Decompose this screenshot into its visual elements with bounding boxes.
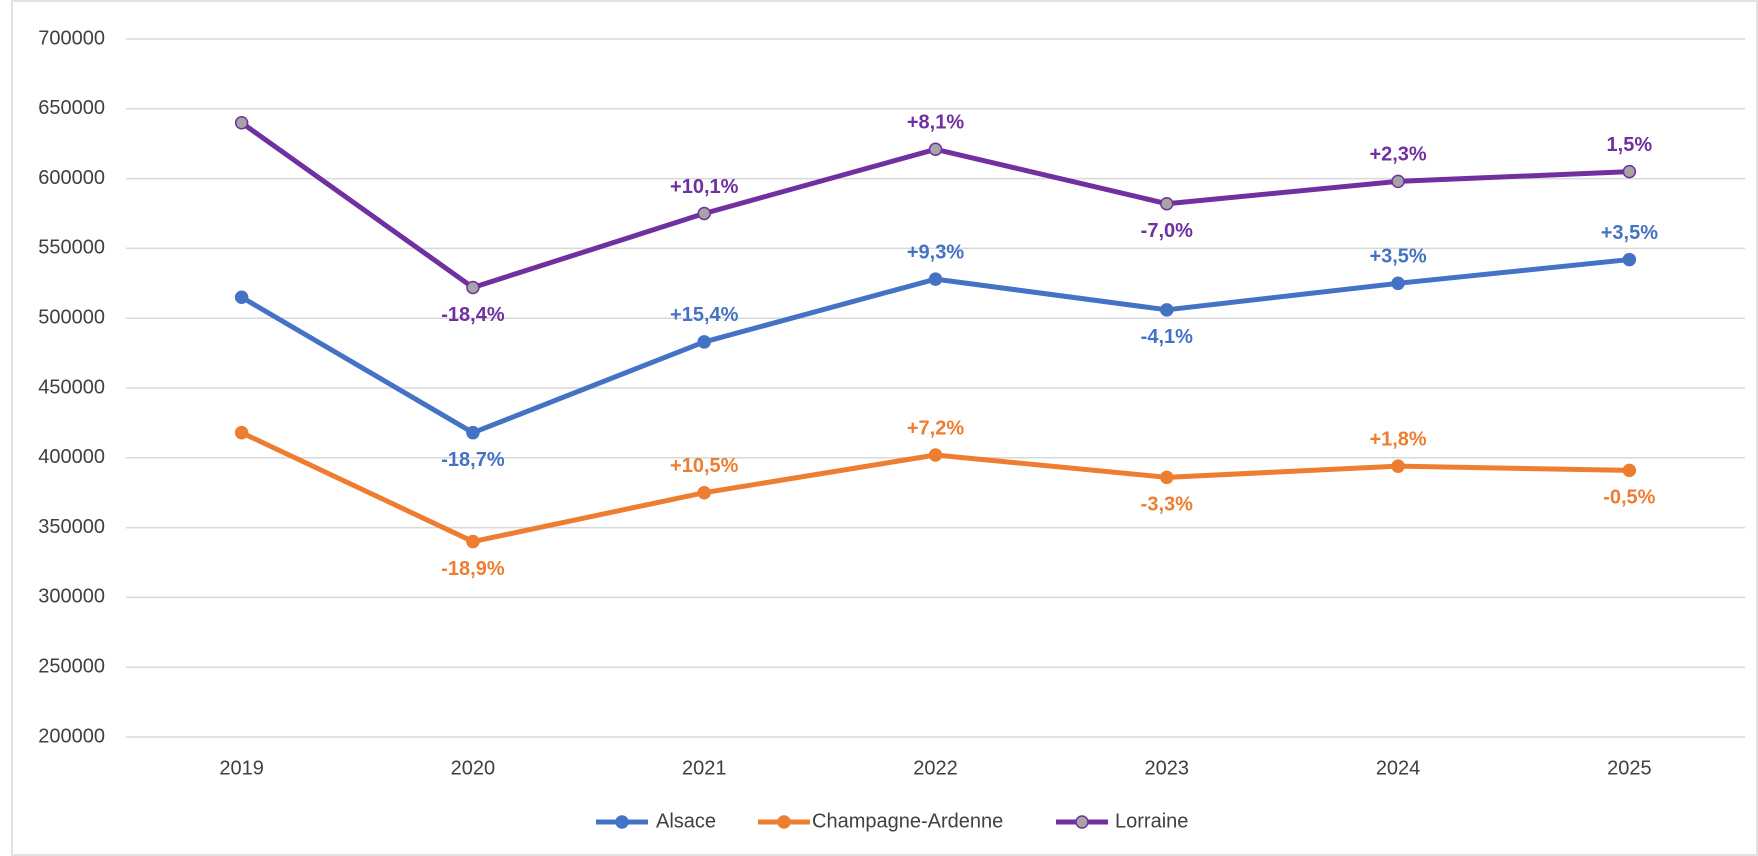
data-label: -7,0% bbox=[1141, 220, 1193, 242]
x-tick-label: 2020 bbox=[451, 757, 496, 779]
data-label: +10,5% bbox=[670, 455, 739, 477]
y-tick-label: 200000 bbox=[38, 725, 105, 747]
data-label: +3,5% bbox=[1369, 246, 1426, 268]
data-label: -18,7% bbox=[441, 449, 505, 471]
marker bbox=[1160, 470, 1174, 485]
marker bbox=[1391, 276, 1405, 291]
x-tick-label: 2019 bbox=[219, 757, 264, 779]
marker bbox=[1391, 174, 1405, 189]
y-tick-label: 650000 bbox=[38, 97, 105, 119]
marker bbox=[1622, 164, 1637, 179]
x-tick-label: 2022 bbox=[913, 757, 958, 779]
marker bbox=[466, 425, 480, 440]
data-label: -3,3% bbox=[1141, 494, 1193, 516]
data-label: +10,1% bbox=[670, 176, 739, 198]
data-label: +8,1% bbox=[907, 112, 964, 134]
marker bbox=[928, 142, 943, 157]
data-label: +15,4% bbox=[670, 304, 739, 326]
legend-marker bbox=[1075, 815, 1089, 829]
data-label: -0,5% bbox=[1603, 487, 1655, 509]
x-tick-label: 2021 bbox=[682, 757, 727, 779]
marker bbox=[928, 272, 943, 286]
y-tick-label: 700000 bbox=[38, 27, 105, 49]
marker bbox=[1622, 252, 1637, 267]
y-tick-label: 400000 bbox=[38, 446, 105, 468]
data-label: +2,3% bbox=[1369, 144, 1426, 166]
data-label: +7,2% bbox=[907, 417, 964, 439]
x-tick-label: 2025 bbox=[1607, 757, 1652, 779]
marker bbox=[1391, 459, 1405, 473]
marker bbox=[234, 116, 249, 130]
legend-label: Lorraine bbox=[1115, 810, 1188, 832]
marker bbox=[1622, 463, 1637, 478]
y-tick-label: 600000 bbox=[38, 167, 105, 189]
marker bbox=[1160, 303, 1174, 317]
marker bbox=[234, 290, 249, 305]
legend-label: Champagne-Ardenne bbox=[812, 810, 1003, 832]
data-label: +3,5% bbox=[1601, 222, 1658, 244]
data-label: +9,3% bbox=[907, 241, 964, 263]
marker bbox=[697, 485, 711, 500]
y-tick-label: 300000 bbox=[38, 586, 105, 608]
marker bbox=[928, 448, 943, 462]
y-tick-label: 450000 bbox=[38, 376, 105, 398]
data-label: -4,1% bbox=[1141, 326, 1193, 348]
data-label: 1,5% bbox=[1607, 134, 1653, 156]
legend-label: Alsace bbox=[656, 810, 716, 832]
marker bbox=[466, 534, 480, 549]
marker bbox=[697, 335, 711, 349]
data-label: +1,8% bbox=[1369, 428, 1426, 450]
y-tick-label: 250000 bbox=[38, 655, 105, 677]
data-label: -18,9% bbox=[441, 558, 505, 580]
legend-marker bbox=[615, 815, 629, 829]
y-tick-label: 500000 bbox=[38, 306, 105, 328]
y-tick-label: 550000 bbox=[38, 237, 105, 259]
marker bbox=[697, 206, 711, 221]
x-tick-label: 2023 bbox=[1145, 757, 1190, 779]
x-tick-label: 2024 bbox=[1376, 757, 1421, 779]
marker bbox=[466, 280, 480, 295]
marker bbox=[1160, 196, 1174, 211]
legend-marker bbox=[777, 815, 791, 829]
marker bbox=[234, 425, 249, 440]
data-label: -18,4% bbox=[441, 304, 505, 326]
chart-frame bbox=[11, 0, 1758, 856]
y-tick-label: 350000 bbox=[38, 516, 105, 538]
